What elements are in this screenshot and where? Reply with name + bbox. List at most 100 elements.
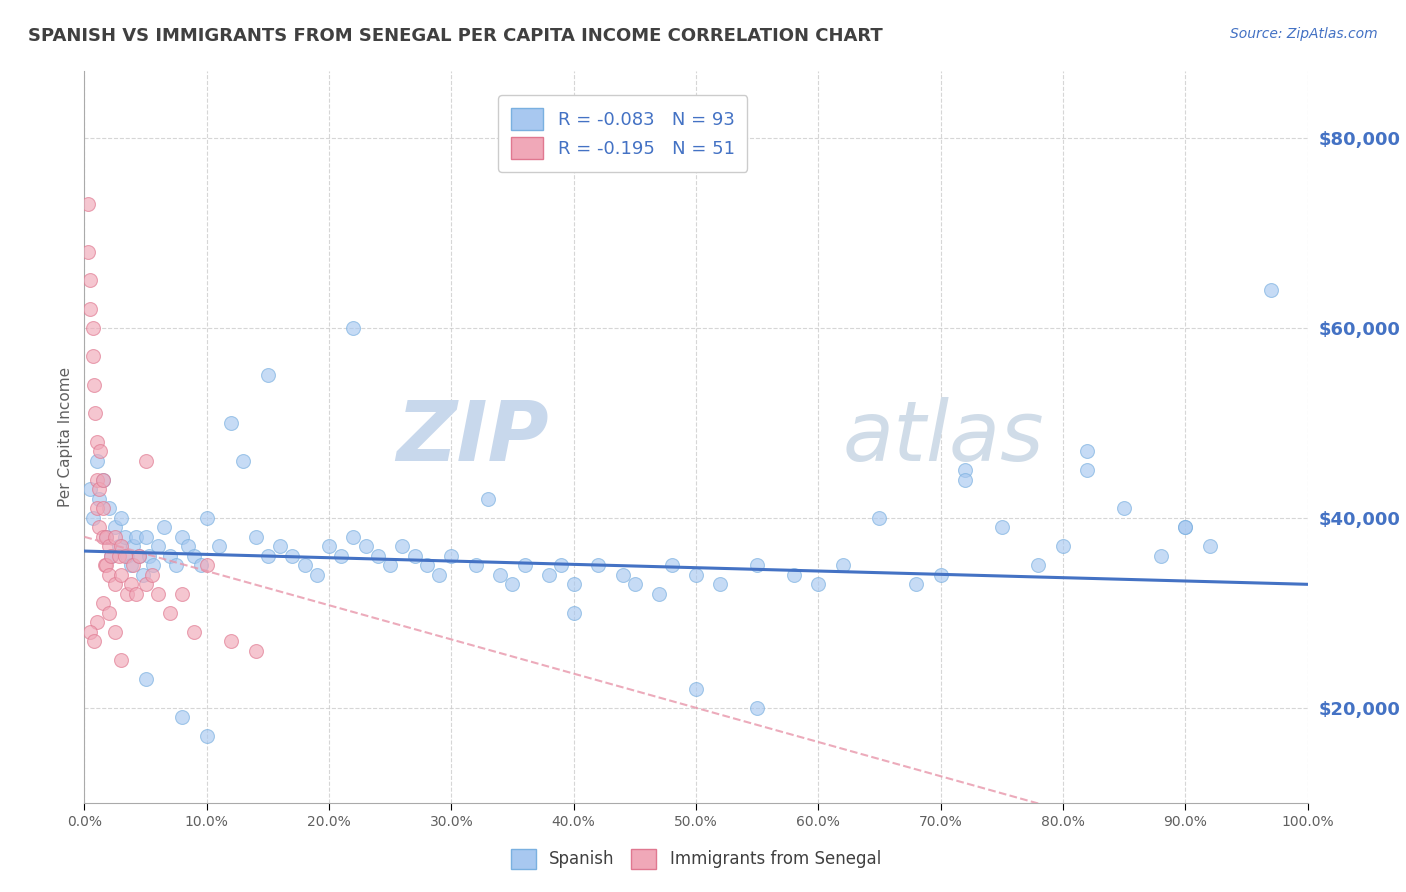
Point <box>96 530 118 544</box>
Point <box>685 681 707 696</box>
Point <box>245 530 267 544</box>
Point <box>257 368 280 383</box>
Point <box>747 558 769 573</box>
Point <box>86 501 108 516</box>
Point <box>1174 520 1197 534</box>
Point <box>91 473 114 487</box>
Point <box>208 539 231 553</box>
Point <box>120 577 142 591</box>
Point <box>190 558 212 573</box>
Point <box>612 567 634 582</box>
Point <box>232 454 254 468</box>
Point <box>172 710 194 724</box>
Point <box>110 653 132 667</box>
Point <box>104 624 127 639</box>
Text: ZIP: ZIP <box>396 397 550 477</box>
Point <box>330 549 353 563</box>
Point <box>79 483 101 497</box>
Text: Source: ZipAtlas.com: Source: ZipAtlas.com <box>1230 27 1378 41</box>
Point <box>195 729 218 743</box>
Point <box>1260 283 1282 297</box>
Point <box>132 567 155 582</box>
Point <box>709 577 731 591</box>
Point <box>96 558 118 573</box>
Point <box>1076 463 1098 477</box>
Point <box>135 577 157 591</box>
Point <box>269 539 291 553</box>
Point <box>100 549 122 563</box>
Point <box>562 606 585 620</box>
Point <box>807 577 830 591</box>
Point <box>1114 501 1136 516</box>
Point <box>91 473 114 487</box>
Point <box>138 549 160 563</box>
Point <box>165 558 187 573</box>
Point <box>318 539 340 553</box>
Point <box>135 454 157 468</box>
Point <box>342 321 364 335</box>
Point <box>501 577 523 591</box>
Point <box>177 539 200 553</box>
Point <box>110 567 132 582</box>
Point <box>219 634 242 648</box>
Point <box>685 567 707 582</box>
Point <box>87 491 110 506</box>
Point <box>77 244 100 259</box>
Point <box>831 558 853 573</box>
Point <box>86 454 108 468</box>
Point <box>183 549 205 563</box>
Point <box>305 567 328 582</box>
Point <box>153 520 176 534</box>
Y-axis label: Per Capita Income: Per Capita Income <box>58 367 73 508</box>
Point <box>114 549 136 563</box>
Point <box>464 558 486 573</box>
Point <box>104 577 127 591</box>
Point <box>125 530 148 544</box>
Legend: Spanish, Immigrants from Senegal: Spanish, Immigrants from Senegal <box>498 835 894 882</box>
Point <box>82 321 104 335</box>
Point <box>159 549 181 563</box>
Point <box>86 473 108 487</box>
Point <box>97 567 120 582</box>
Point <box>107 539 129 553</box>
Point <box>245 644 267 658</box>
Point <box>416 558 439 573</box>
Point <box>86 615 108 630</box>
Point <box>122 539 145 553</box>
Point <box>489 567 512 582</box>
Point <box>79 624 101 639</box>
Point <box>367 549 389 563</box>
Point <box>79 301 101 316</box>
Point <box>100 549 122 563</box>
Point <box>159 606 181 620</box>
Point <box>538 567 561 582</box>
Point <box>82 349 104 363</box>
Point <box>183 624 205 639</box>
Point <box>1076 444 1098 458</box>
Point <box>146 587 169 601</box>
Point <box>146 539 169 553</box>
Point <box>104 520 127 534</box>
Point <box>648 587 671 601</box>
Point <box>905 577 928 591</box>
Point <box>953 463 976 477</box>
Point <box>122 558 145 573</box>
Point <box>562 577 585 591</box>
Point <box>91 501 114 516</box>
Point <box>869 511 891 525</box>
Point <box>661 558 683 573</box>
Point <box>135 673 157 687</box>
Point <box>91 530 114 544</box>
Point <box>125 587 148 601</box>
Point <box>354 539 377 553</box>
Point <box>97 539 120 553</box>
Point <box>990 520 1012 534</box>
Point <box>87 520 110 534</box>
Point <box>440 549 463 563</box>
Point <box>219 416 242 430</box>
Point <box>380 558 402 573</box>
Point <box>172 587 194 601</box>
Point <box>172 530 194 544</box>
Point <box>195 511 218 525</box>
Point <box>294 558 316 573</box>
